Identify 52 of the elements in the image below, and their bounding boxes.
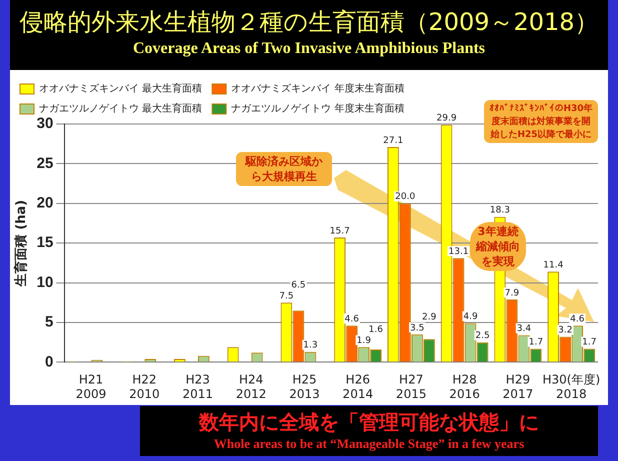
x-tick-label: H23 2011: [182, 372, 213, 401]
data-label: 29.9: [436, 114, 457, 124]
annotation: 駆除済み区域から大規模再生: [236, 152, 332, 186]
chart-title: 侵略的外来水生植物２種の生育面積（2009～2018）: [18, 7, 600, 38]
data-label: 1.7: [582, 338, 596, 348]
data-label: 20.0: [395, 192, 416, 202]
annotation: 3年連続縮減傾向を実現: [470, 222, 526, 271]
y-tick-label: 25: [36, 154, 54, 172]
x-tick-label: H21 2009: [76, 372, 106, 401]
x-tick-label: H22 2010: [129, 372, 160, 401]
legend-label: オオバナミズキンバイ 年度末生育面積: [231, 82, 404, 95]
y-tick-label: 20: [36, 194, 54, 212]
data-label: 4.6: [344, 314, 360, 325]
x-tick-label: H27 2015: [396, 372, 426, 401]
data-label: 18.3: [490, 206, 510, 216]
data-label: 11.4: [543, 260, 564, 271]
chart-subtitle: Coverage Areas of Two Invasive Amphibious Plants: [132, 40, 486, 58]
y-tick-label: 10: [36, 274, 54, 291]
data-label: 2.5: [475, 331, 490, 342]
legend-label: オオバナミズキンバイ 最大生育面積: [39, 82, 202, 95]
data-label: 4.6: [570, 314, 585, 325]
data-label: 1.9: [356, 336, 372, 346]
y-tick-label: 0: [44, 353, 54, 370]
y-tick-label: 15: [36, 234, 54, 252]
x-tick-label: H28 2016: [449, 372, 480, 401]
y-tick-label: 5: [44, 314, 54, 331]
data-label: 7.9: [504, 288, 520, 298]
data-label: 1.7: [528, 338, 544, 348]
x-tick-label: H26 2014: [342, 372, 374, 401]
text: 数年内に全域を「管理可能な状態」に: [198, 409, 540, 436]
legend-label: ナガエツルノゲイトウ 年度末生育面積: [231, 102, 404, 115]
data-label: 6.5: [291, 280, 306, 290]
data-label: 1.3: [303, 340, 318, 351]
data-label: 2.9: [422, 312, 437, 322]
data-label: 3.4: [516, 324, 532, 334]
text: Whole areas to be at “Manageable Stage” in a few years: [212, 436, 526, 452]
x-tick-label: H25 2013: [289, 372, 320, 401]
data-label: 4.9: [463, 312, 478, 322]
data-label: 3.5: [410, 323, 424, 334]
data-label: 3.2: [558, 326, 572, 336]
annotation: ｵｵﾊﾞﾅﾐｽﾞｷﾝﾊﾞｲのH30年度末面積は対策事業を開始したH25以降で最小に: [484, 100, 598, 143]
data-label: 1.6: [368, 324, 384, 335]
x-tick-label: H24 2012: [236, 372, 266, 401]
data-label: 15.7: [330, 226, 350, 236]
y-tick-label: 30: [36, 115, 54, 132]
y-axis-title: 生育面積 (ha): [13, 200, 30, 288]
data-label: 7.5: [279, 291, 294, 302]
x-tick-label: H29 2017: [502, 372, 534, 401]
data-label: 13.1: [448, 247, 469, 258]
x-tick-label: H30(年度) 2018: [542, 372, 600, 401]
legend-label: ナガエツルノゲイトウ 最大生育面積: [39, 102, 202, 115]
data-label: 27.1: [383, 136, 404, 146]
